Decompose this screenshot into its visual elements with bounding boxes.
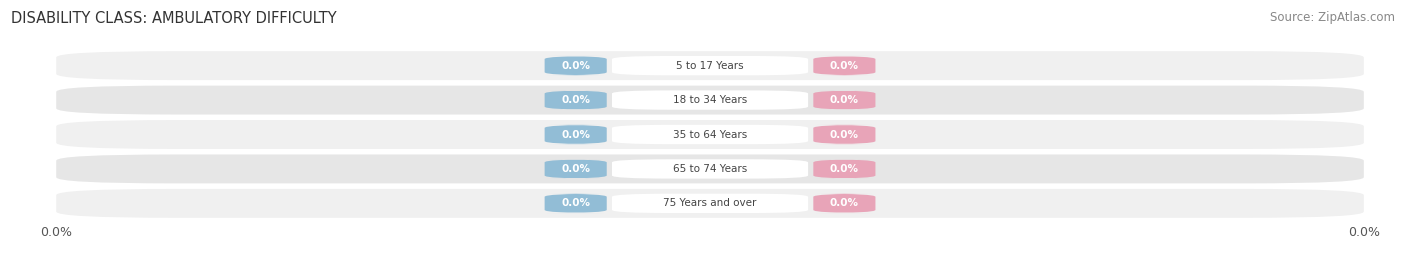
Text: 5 to 17 Years: 5 to 17 Years	[676, 61, 744, 71]
FancyBboxPatch shape	[813, 159, 876, 179]
FancyBboxPatch shape	[56, 51, 1364, 80]
FancyBboxPatch shape	[544, 90, 607, 110]
FancyBboxPatch shape	[56, 154, 1364, 183]
FancyBboxPatch shape	[813, 194, 876, 213]
Text: 0.0%: 0.0%	[561, 164, 591, 174]
FancyBboxPatch shape	[56, 189, 1364, 218]
FancyBboxPatch shape	[544, 56, 607, 75]
Text: 0.0%: 0.0%	[561, 129, 591, 140]
FancyBboxPatch shape	[612, 125, 808, 144]
Text: 0.0%: 0.0%	[561, 95, 591, 105]
Text: 65 to 74 Years: 65 to 74 Years	[673, 164, 747, 174]
Text: 0.0%: 0.0%	[830, 61, 859, 71]
FancyBboxPatch shape	[813, 125, 876, 144]
FancyBboxPatch shape	[612, 90, 808, 110]
Text: DISABILITY CLASS: AMBULATORY DIFFICULTY: DISABILITY CLASS: AMBULATORY DIFFICULTY	[11, 11, 337, 26]
FancyBboxPatch shape	[813, 90, 876, 110]
FancyBboxPatch shape	[544, 194, 607, 213]
FancyBboxPatch shape	[612, 194, 808, 213]
Text: 0.0%: 0.0%	[830, 129, 859, 140]
Text: 0.0%: 0.0%	[561, 198, 591, 208]
Text: 75 Years and over: 75 Years and over	[664, 198, 756, 208]
FancyBboxPatch shape	[544, 125, 607, 144]
Text: Source: ZipAtlas.com: Source: ZipAtlas.com	[1270, 11, 1395, 24]
Text: 35 to 64 Years: 35 to 64 Years	[673, 129, 747, 140]
Text: 18 to 34 Years: 18 to 34 Years	[673, 95, 747, 105]
FancyBboxPatch shape	[544, 159, 607, 179]
FancyBboxPatch shape	[612, 159, 808, 179]
FancyBboxPatch shape	[56, 120, 1364, 149]
Text: 0.0%: 0.0%	[830, 198, 859, 208]
FancyBboxPatch shape	[612, 56, 808, 75]
Text: 0.0%: 0.0%	[830, 164, 859, 174]
FancyBboxPatch shape	[813, 56, 876, 75]
FancyBboxPatch shape	[56, 86, 1364, 115]
Text: 0.0%: 0.0%	[830, 95, 859, 105]
Text: 0.0%: 0.0%	[561, 61, 591, 71]
